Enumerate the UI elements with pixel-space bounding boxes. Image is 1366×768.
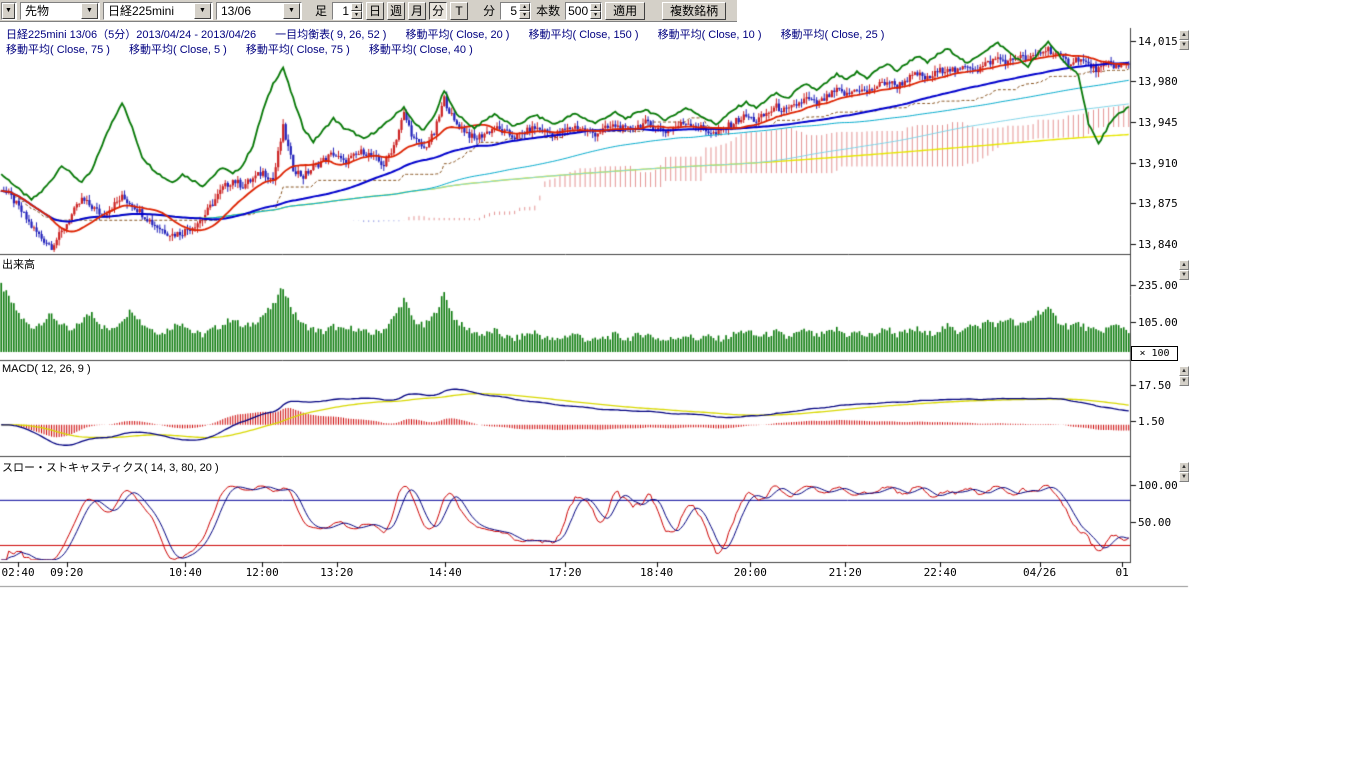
macd-pane-label: MACD( 12, 26, 9 ) bbox=[2, 363, 91, 375]
stochastics-pane-label: スロー・ストキャスティクス( 14, 3, 80, 20 ) bbox=[2, 459, 219, 475]
indicator-label: 移動平均( Close, 5 ) bbox=[129, 44, 227, 56]
price-scale-scroll[interactable]: ▲▼ bbox=[1179, 30, 1189, 50]
indicator-label: 一目均衡表( 9, 26, 52 ) bbox=[275, 29, 386, 41]
scroll-up-icon[interactable]: ▲ bbox=[1179, 366, 1189, 376]
volume-multiplier-badge: × 100 bbox=[1131, 346, 1178, 361]
scroll-down-icon[interactable]: ▼ bbox=[1179, 270, 1189, 280]
indicator-header-row1: 日経225mini 13/06（5分）2013/04/24 - 2013/04/… bbox=[6, 26, 900, 42]
scroll-up-icon[interactable]: ▲ bbox=[1179, 260, 1189, 270]
indicator-header-row2: 移動平均( Close, 75 ) 移動平均( Close, 5 ) 移動平均(… bbox=[6, 41, 489, 57]
macd-scale-scroll[interactable]: ▲▼ bbox=[1179, 366, 1189, 386]
chart-canvas[interactable] bbox=[0, 0, 1190, 592]
indicator-label: 移動平均( Close, 10 ) bbox=[658, 29, 762, 41]
indicator-label: 移動平均( Close, 25 ) bbox=[781, 29, 885, 41]
volume-pane-label: 出来高 bbox=[2, 256, 35, 272]
volume-scale-scroll[interactable]: ▲▼ bbox=[1179, 260, 1189, 280]
scroll-up-icon[interactable]: ▲ bbox=[1179, 30, 1189, 40]
scroll-down-icon[interactable]: ▼ bbox=[1179, 472, 1189, 482]
trading-chart-app: ▼ 先物 ▼ 日経225mini ▼ 13/06 ▼ 足 1 ▲▼ 日 週 月 … bbox=[0, 0, 1366, 768]
scroll-up-icon[interactable]: ▲ bbox=[1179, 462, 1189, 472]
stochastics-scale-scroll[interactable]: ▲▼ bbox=[1179, 462, 1189, 482]
indicator-label: 移動平均( Close, 20 ) bbox=[406, 29, 510, 41]
chart-title: 日経225mini 13/06（5分）2013/04/24 - 2013/04/… bbox=[6, 29, 256, 41]
indicator-label: 移動平均( Close, 150 ) bbox=[528, 29, 638, 41]
indicator-label: 移動平均( Close, 75 ) bbox=[246, 44, 350, 56]
indicator-label: 移動平均( Close, 75 ) bbox=[6, 44, 110, 56]
scroll-down-icon[interactable]: ▼ bbox=[1179, 376, 1189, 386]
scroll-down-icon[interactable]: ▼ bbox=[1179, 40, 1189, 50]
indicator-label: 移動平均( Close, 40 ) bbox=[369, 44, 473, 56]
